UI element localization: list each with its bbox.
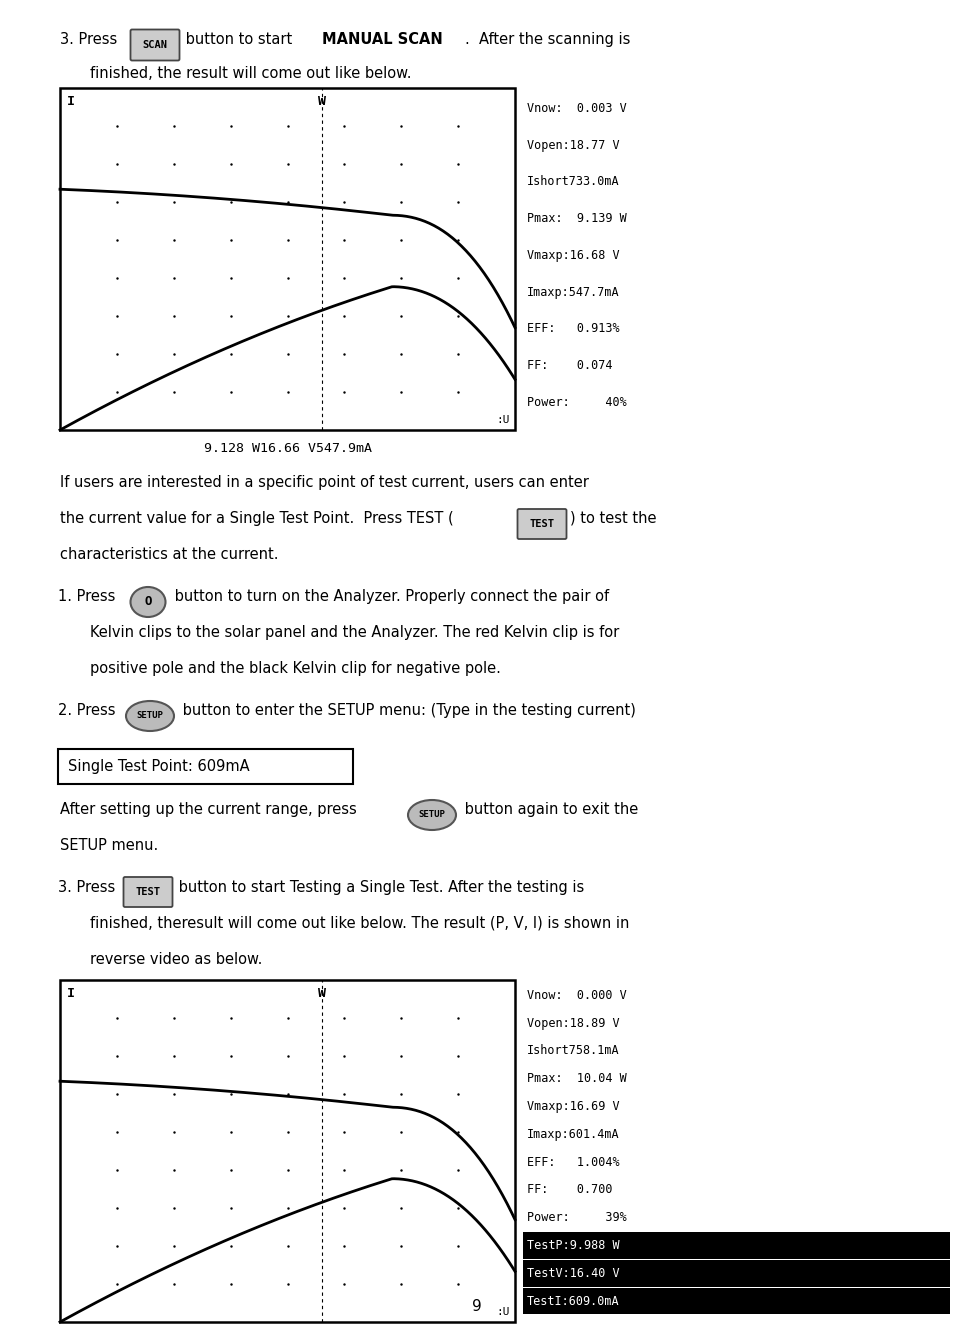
Bar xyxy=(522,1232,949,1259)
Text: FF:    0.700: FF: 0.700 xyxy=(526,1183,612,1196)
Text: reverse video as below.: reverse video as below. xyxy=(90,952,262,967)
Text: TestV:16.40 V: TestV:16.40 V xyxy=(526,1267,619,1280)
Text: Kelvin clips to the solar panel and the Analyzer. The red Kelvin clip is for: Kelvin clips to the solar panel and the … xyxy=(90,625,618,639)
Text: Vopen:18.77 V: Vopen:18.77 V xyxy=(526,139,619,152)
Text: finished, the result will come out like below.: finished, the result will come out like … xyxy=(90,67,411,81)
Text: ) to test the: ) to test the xyxy=(569,511,656,526)
Text: Power:     39%: Power: 39% xyxy=(526,1211,626,1224)
Text: positive pole and the black Kelvin clip for negative pole.: positive pole and the black Kelvin clip … xyxy=(90,661,500,677)
Text: characteristics at the current.: characteristics at the current. xyxy=(60,547,278,562)
Text: TestP:9.988 W: TestP:9.988 W xyxy=(526,1239,619,1252)
Text: O: O xyxy=(144,595,152,609)
Text: SETUP menu.: SETUP menu. xyxy=(60,838,158,852)
Text: Vnow:  0.003 V: Vnow: 0.003 V xyxy=(526,101,626,115)
Text: Imaxp:601.4mA: Imaxp:601.4mA xyxy=(526,1128,619,1140)
Text: After setting up the current range, press: After setting up the current range, pres… xyxy=(60,802,356,817)
Text: button to start Testing a Single Test. After the testing is: button to start Testing a Single Test. A… xyxy=(173,880,583,895)
Text: 3. Press: 3. Press xyxy=(58,880,115,895)
Ellipse shape xyxy=(408,801,456,830)
FancyBboxPatch shape xyxy=(517,509,566,539)
Text: TEST: TEST xyxy=(529,519,554,529)
Ellipse shape xyxy=(126,701,173,731)
Text: I: I xyxy=(67,95,75,108)
Text: Power:     40%: Power: 40% xyxy=(526,396,626,409)
Text: Imaxp:547.7mA: Imaxp:547.7mA xyxy=(526,285,619,298)
FancyBboxPatch shape xyxy=(131,29,179,60)
Text: Pmax:  10.04 W: Pmax: 10.04 W xyxy=(526,1072,626,1086)
Text: :U: :U xyxy=(496,416,510,425)
Bar xyxy=(60,88,515,430)
Bar xyxy=(522,1288,949,1315)
Text: Single Test Point: 609mA: Single Test Point: 609mA xyxy=(68,759,250,774)
Bar xyxy=(58,749,353,785)
Text: FF:    0.074: FF: 0.074 xyxy=(526,360,612,372)
Text: the current value for a Single Test Point.  Press TEST (: the current value for a Single Test Poin… xyxy=(60,511,454,526)
Text: SCAN: SCAN xyxy=(142,40,168,51)
Text: Vmaxp:16.69 V: Vmaxp:16.69 V xyxy=(526,1100,619,1114)
Text: I: I xyxy=(67,987,75,1000)
FancyBboxPatch shape xyxy=(123,876,172,907)
Text: Ishort733.0mA: Ishort733.0mA xyxy=(526,176,619,188)
Text: If users are interested in a specific point of test current, users can enter: If users are interested in a specific po… xyxy=(60,476,588,490)
Text: finished, theresult will come out like below. The result (P, V, I) is shown in: finished, theresult will come out like b… xyxy=(90,916,629,931)
Text: W: W xyxy=(317,987,325,1000)
Text: EFF:   0.913%: EFF: 0.913% xyxy=(526,322,619,336)
Text: MANUAL SCAN: MANUAL SCAN xyxy=(322,32,442,47)
Text: button again to exit the: button again to exit the xyxy=(459,802,638,817)
Text: :U: :U xyxy=(496,1307,510,1317)
Text: Ishort758.1mA: Ishort758.1mA xyxy=(526,1044,619,1058)
Text: Vopen:18.89 V: Vopen:18.89 V xyxy=(526,1016,619,1030)
Text: button to turn on the Analyzer. Properly connect the pair of: button to turn on the Analyzer. Properly… xyxy=(170,589,608,603)
Text: SETUP: SETUP xyxy=(136,711,163,721)
Text: W: W xyxy=(317,95,325,108)
Text: Pmax:  9.139 W: Pmax: 9.139 W xyxy=(526,212,626,225)
Text: 3. Press: 3. Press xyxy=(60,32,117,47)
Ellipse shape xyxy=(131,587,165,617)
Text: TestI:609.0mA: TestI:609.0mA xyxy=(526,1295,619,1308)
Text: EFF:   1.004%: EFF: 1.004% xyxy=(526,1156,619,1168)
Text: .  After the scanning is: . After the scanning is xyxy=(464,32,630,47)
Text: 9: 9 xyxy=(472,1299,481,1313)
Text: Vmaxp:16.68 V: Vmaxp:16.68 V xyxy=(526,249,619,262)
Bar xyxy=(60,980,515,1321)
Text: button to start: button to start xyxy=(181,32,296,47)
Text: SETUP: SETUP xyxy=(418,810,445,819)
Text: Vnow:  0.000 V: Vnow: 0.000 V xyxy=(526,988,626,1002)
Text: 2. Press: 2. Press xyxy=(58,703,115,718)
Text: button to enter the SETUP menu: (Type in the testing current): button to enter the SETUP menu: (Type in… xyxy=(178,703,636,718)
Text: 1. Press: 1. Press xyxy=(58,589,115,603)
Bar xyxy=(522,1260,949,1287)
Text: 9.128 W16.66 V547.9mA: 9.128 W16.66 V547.9mA xyxy=(203,442,371,456)
Text: TEST: TEST xyxy=(135,887,160,896)
